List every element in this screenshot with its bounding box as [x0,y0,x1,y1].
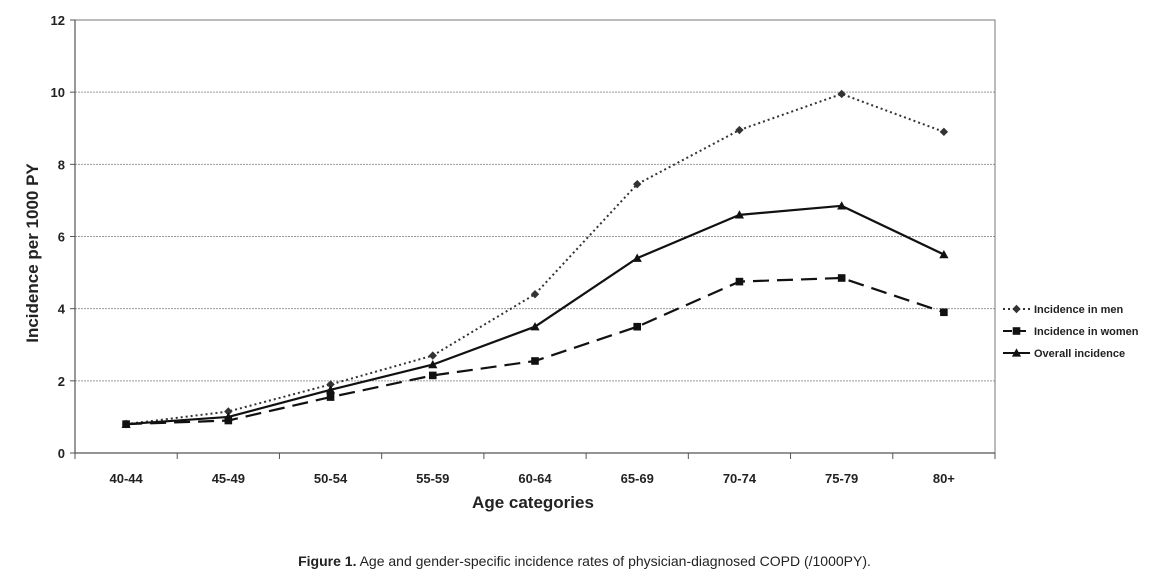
series-line-1 [126,276,945,426]
triangle-point [428,359,438,369]
square-point [428,371,437,380]
figure-caption: Figure 1. Age and gender-specific incide… [0,553,1169,569]
diamond-point [837,89,846,99]
x-tick-label: 40-44 [109,471,143,486]
triangle-point [223,412,233,421]
square-point [1012,327,1021,335]
y-tick-label: 12 [51,13,65,28]
x-tick-labels: 40-44 45-49 50-54 55-59 60-64 65-69 70-74 75-79… [109,471,955,486]
series-line-0 [125,92,945,426]
y-axis-label: Incidence per 1000 PY [23,163,42,343]
x-tick-label: 80+ [933,471,955,486]
x-tick-label: 70-74 [723,471,757,486]
series-lines [125,92,945,426]
triangle-point [939,249,949,259]
square-point [633,322,642,331]
triangle-point [530,322,540,331]
caption-text: Age and gender-specific incidence rates … [356,553,871,569]
diamond-point [633,179,642,189]
axes [70,19,996,459]
x-tick-label: 55-59 [416,471,449,486]
diamond-point [224,407,233,416]
x-tick-label: 65-69 [621,471,654,486]
y-tick-label: 0 [58,446,65,461]
y-tick-label: 6 [58,230,65,245]
square-point [326,393,335,401]
series-line-2 [126,204,945,426]
triangle-point [734,210,745,219]
triangle-point [121,419,131,428]
diamond-point [428,351,437,360]
y-tick-label: 4 [58,302,66,317]
square-point [837,274,846,282]
square-point [940,308,948,317]
y-tick-label: 2 [58,374,65,389]
y-tick-labels: 0 2 4 6 8 10 12 [51,13,66,461]
x-tick-label: 75-79 [825,471,858,486]
legend-label: Incidence in women [1034,326,1139,338]
series-markers [121,89,949,429]
y-tick-label: 8 [58,157,65,172]
square-point [735,277,744,286]
diamond-point [530,290,540,299]
diamond-point [1012,304,1021,314]
triangle-point [632,253,642,262]
caption-label: Figure 1. [298,553,357,569]
x-axis-label: Age categories [472,493,594,512]
legend: Incidence in men Incidence in women Overal… [1003,304,1139,360]
diamond-point [939,127,949,137]
x-tick-label: 60-64 [518,471,552,486]
square-point [531,357,539,365]
line-chart: 0 2 4 6 8 10 12 40-44 45-49 50-54 55-59 60-64 65-69… [23,13,1139,512]
x-tick-label: 50-54 [314,471,348,486]
legend-label: Incidence in men [1034,304,1124,316]
diamond-point [326,380,335,389]
triangle-point [1011,348,1022,357]
y-tick-label: 10 [51,85,65,100]
x-tick-label: 45-49 [212,471,245,486]
triangle-point [837,201,847,210]
triangle-point [325,385,336,394]
legend-label: Overall incidence [1034,348,1125,360]
diamond-point [735,125,744,135]
